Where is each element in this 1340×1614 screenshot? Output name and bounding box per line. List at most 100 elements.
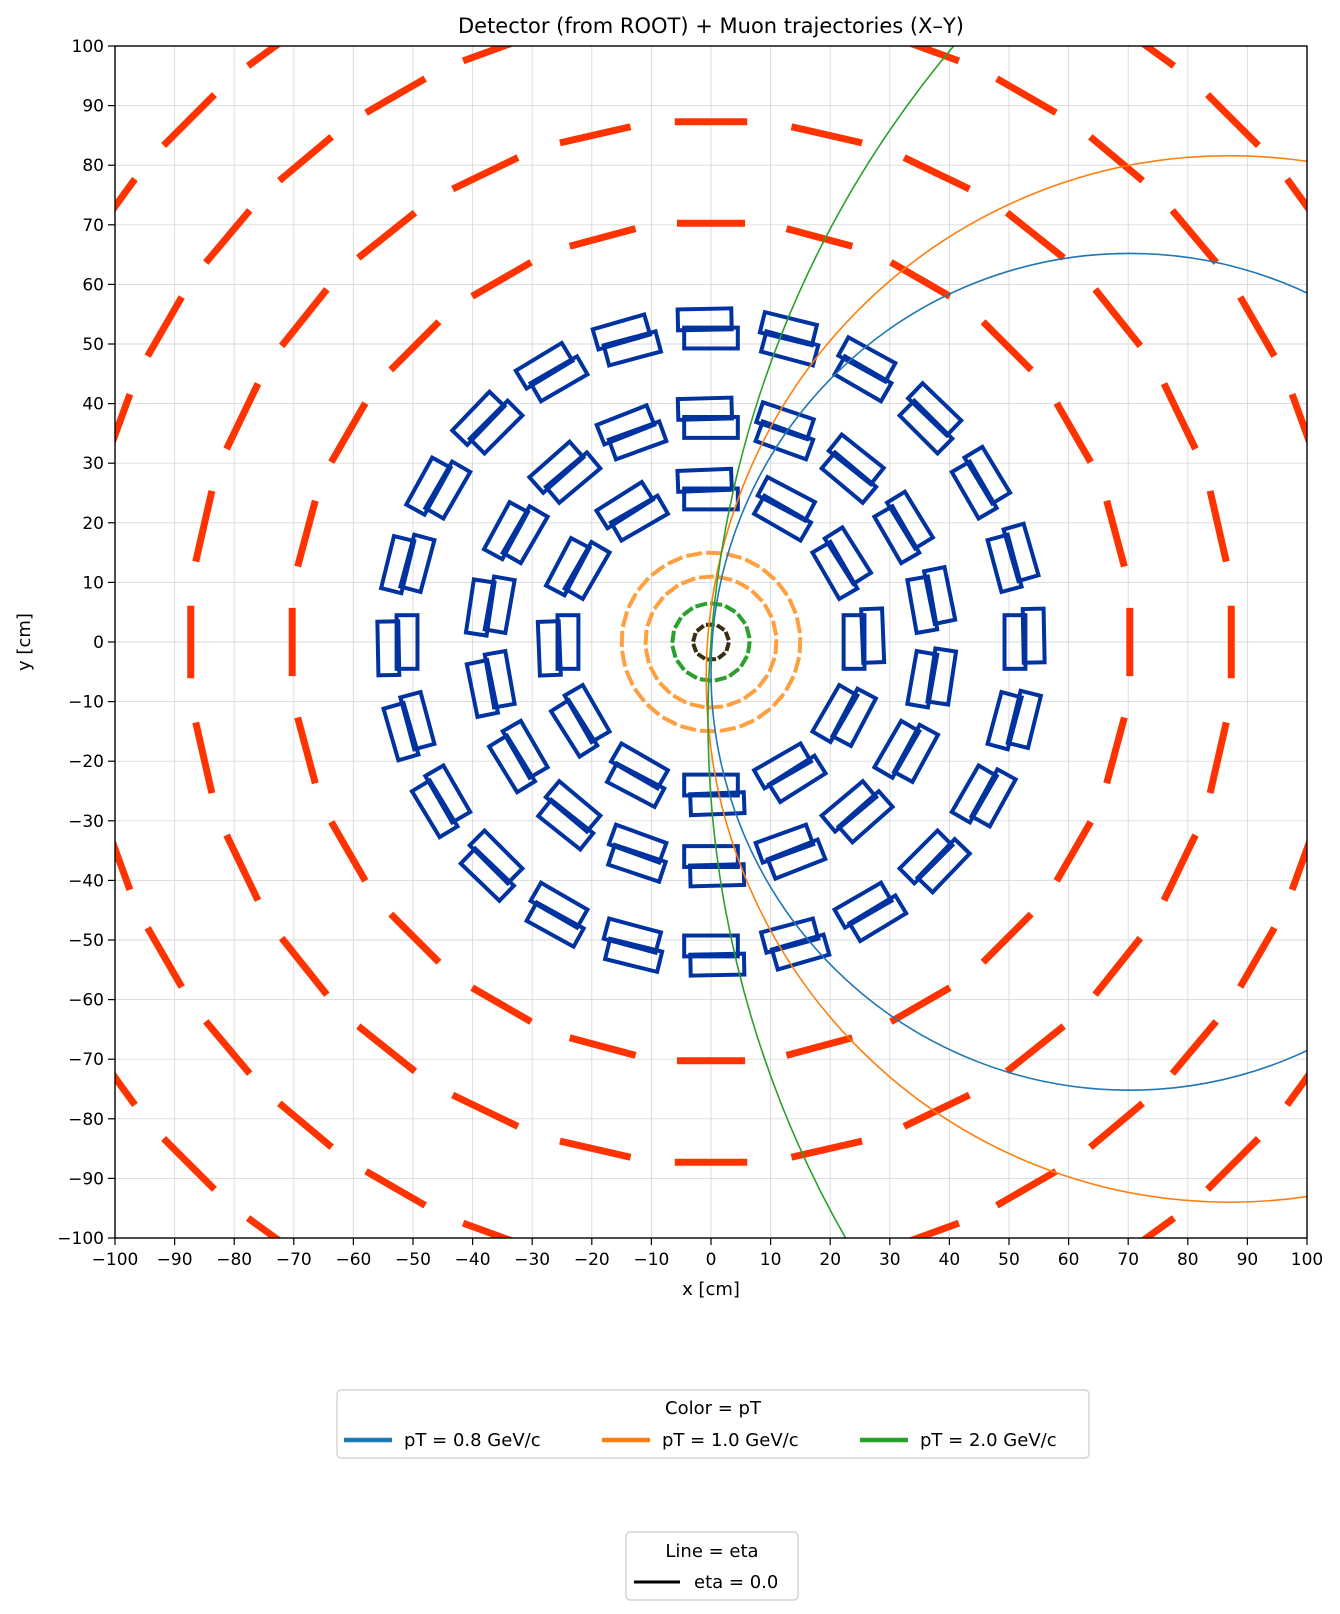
pixel-2-segment [685,670,698,680]
pixel-3-segment [762,603,774,619]
tracker-layer-3-stave-box [449,388,508,448]
tracker-layer-3-stave-box [375,619,402,678]
tracker-layer-2-stave [765,836,828,882]
pixel-2-segment [673,616,683,629]
detector-modules [375,306,1047,978]
trajectory-0 [710,252,1307,1091]
tracker-layer-3-stave [1002,613,1028,671]
pixel-3-segment [652,595,665,611]
tracker-layer-3-stave [758,328,821,368]
innermost-segment [724,641,731,652]
muon-trajectories [705,46,1307,1238]
tracker-layer-2-stave [463,577,497,638]
pixel-4-segment [661,715,678,727]
x-tick-label: 20 [819,1250,841,1270]
tracker-layer-1-stave [688,790,747,818]
tracker-layer-2-stave-box [753,822,816,866]
y-tick-label: −10 [68,693,104,713]
outer-ring-3-segment [1288,838,1307,892]
innermost-segment [695,624,706,633]
outer-ring-3-segment [364,75,427,116]
outer-ring-2-segment [451,154,520,193]
pixel-4-segment [771,692,786,708]
pixel-3-segment [680,576,696,586]
outer-ring-3-segment [203,208,253,265]
tracker-layer-3-stave-box [846,892,909,944]
tracker-layer-3-stave-box [831,353,895,404]
tracker-layer-3-stave-box [1001,521,1041,584]
pixel-4-segment [794,616,802,634]
tracker-layer-2-stave-box [835,788,896,846]
tracker-layer-1-stave-box [821,524,874,587]
legend-pt-label-0: pT = 0.8 GeV/c [404,1430,541,1451]
pixel-2-segment [670,645,678,659]
tracker-layer-3-stave-box [758,916,821,956]
tracker-layer-2-stave-box [765,836,828,882]
outer-ring-3-segment [203,1019,253,1076]
tracker-layer-2-stave-box [606,822,669,866]
tracker-layer-2-stave-box [486,732,538,795]
tracker-layer-3-stave [523,899,587,950]
tracker-layer-2-stave [543,449,604,506]
pixel-4-segment [797,637,803,654]
pixel-3-segment [664,583,680,596]
y-tick-label: −90 [68,1169,104,1189]
tracker-layer-1-stave [675,466,734,494]
outer-ring-3-segment [1288,392,1307,446]
pixel-3-segment [717,574,733,582]
pixel-2-segment [744,625,752,639]
tracker-layer-3-stave [682,325,740,351]
y-axis-ticks: −100−90−80−70−60−50−40−30−20−10010203040… [57,37,115,1249]
tracker-layer-2-stave-box [905,648,940,710]
outer-ring-2-segment [1092,935,1144,997]
tracker-layer-3-stave [949,762,1000,826]
tracker-layer-3-stave-box [397,689,437,752]
pixel-4-segment [787,598,798,615]
tracker-layer-3-stave [896,827,956,887]
tracker-layer-3-stave [378,533,417,596]
tracker-layer-2-stave-box [921,564,958,627]
outer-ring-4-segment [161,1136,217,1192]
tracker-layer-3-stave [985,689,1025,752]
tracker-layer-3-stave [403,454,454,518]
y-axis-label: y [cm] [14,613,35,671]
pixel-4-segment [624,669,635,686]
outer-ring-2-segment [451,1091,520,1130]
tracker-layer-3-stave [527,880,591,931]
tracker-layer-3-stave [757,309,820,348]
tracker-layer-3-stave-box [1020,606,1047,665]
tracker-layer-3-stave [914,836,973,896]
tracker-layer-2-stave-box [682,415,740,440]
tracker-layer-2-stave-box [535,796,597,853]
outer-ring-2-segment [1160,382,1199,451]
tracker-layer-3-stave [831,880,895,931]
x-tick-label: −40 [455,1250,491,1270]
tracker-layer-3-stave [846,892,909,944]
tracker-layer-2-stave-box [605,842,669,885]
y-tick-label: −70 [68,1050,104,1070]
tracker-layer-3-stave [961,444,1013,507]
tracker-layer-3-stave [758,916,821,956]
tracker-layer-3-stave-box [985,532,1025,595]
tracker-layer-2-stave-box [543,778,604,835]
tracker-layer-2-stave [753,399,817,442]
x-tick-label: 50 [998,1250,1020,1270]
tracker-layer-3-stave-box [422,762,473,826]
y-tick-label: −60 [68,991,104,1011]
tracker-layer-3-stave-box [688,951,747,978]
tracker-layer-3-stave [896,397,956,457]
pixel-4-segment [685,551,703,559]
outer-ring-3-segment [277,134,334,184]
tracker-layer-1-stave-box [766,752,829,805]
tracker-layer-1-stave-box [859,606,887,665]
legend-pt-label-2: pT = 2.0 GeV/c [920,1430,1057,1451]
pixel-3-segment [767,657,777,673]
tracker-layer-3-stave-box [602,936,665,975]
tracker-layer-1-stave [535,619,563,678]
outer-ring-2-segment [223,833,262,902]
detector-rings [115,46,1307,1238]
tracker-layer-3-stave [601,916,664,956]
outer-ring-1-segment [1053,401,1094,464]
